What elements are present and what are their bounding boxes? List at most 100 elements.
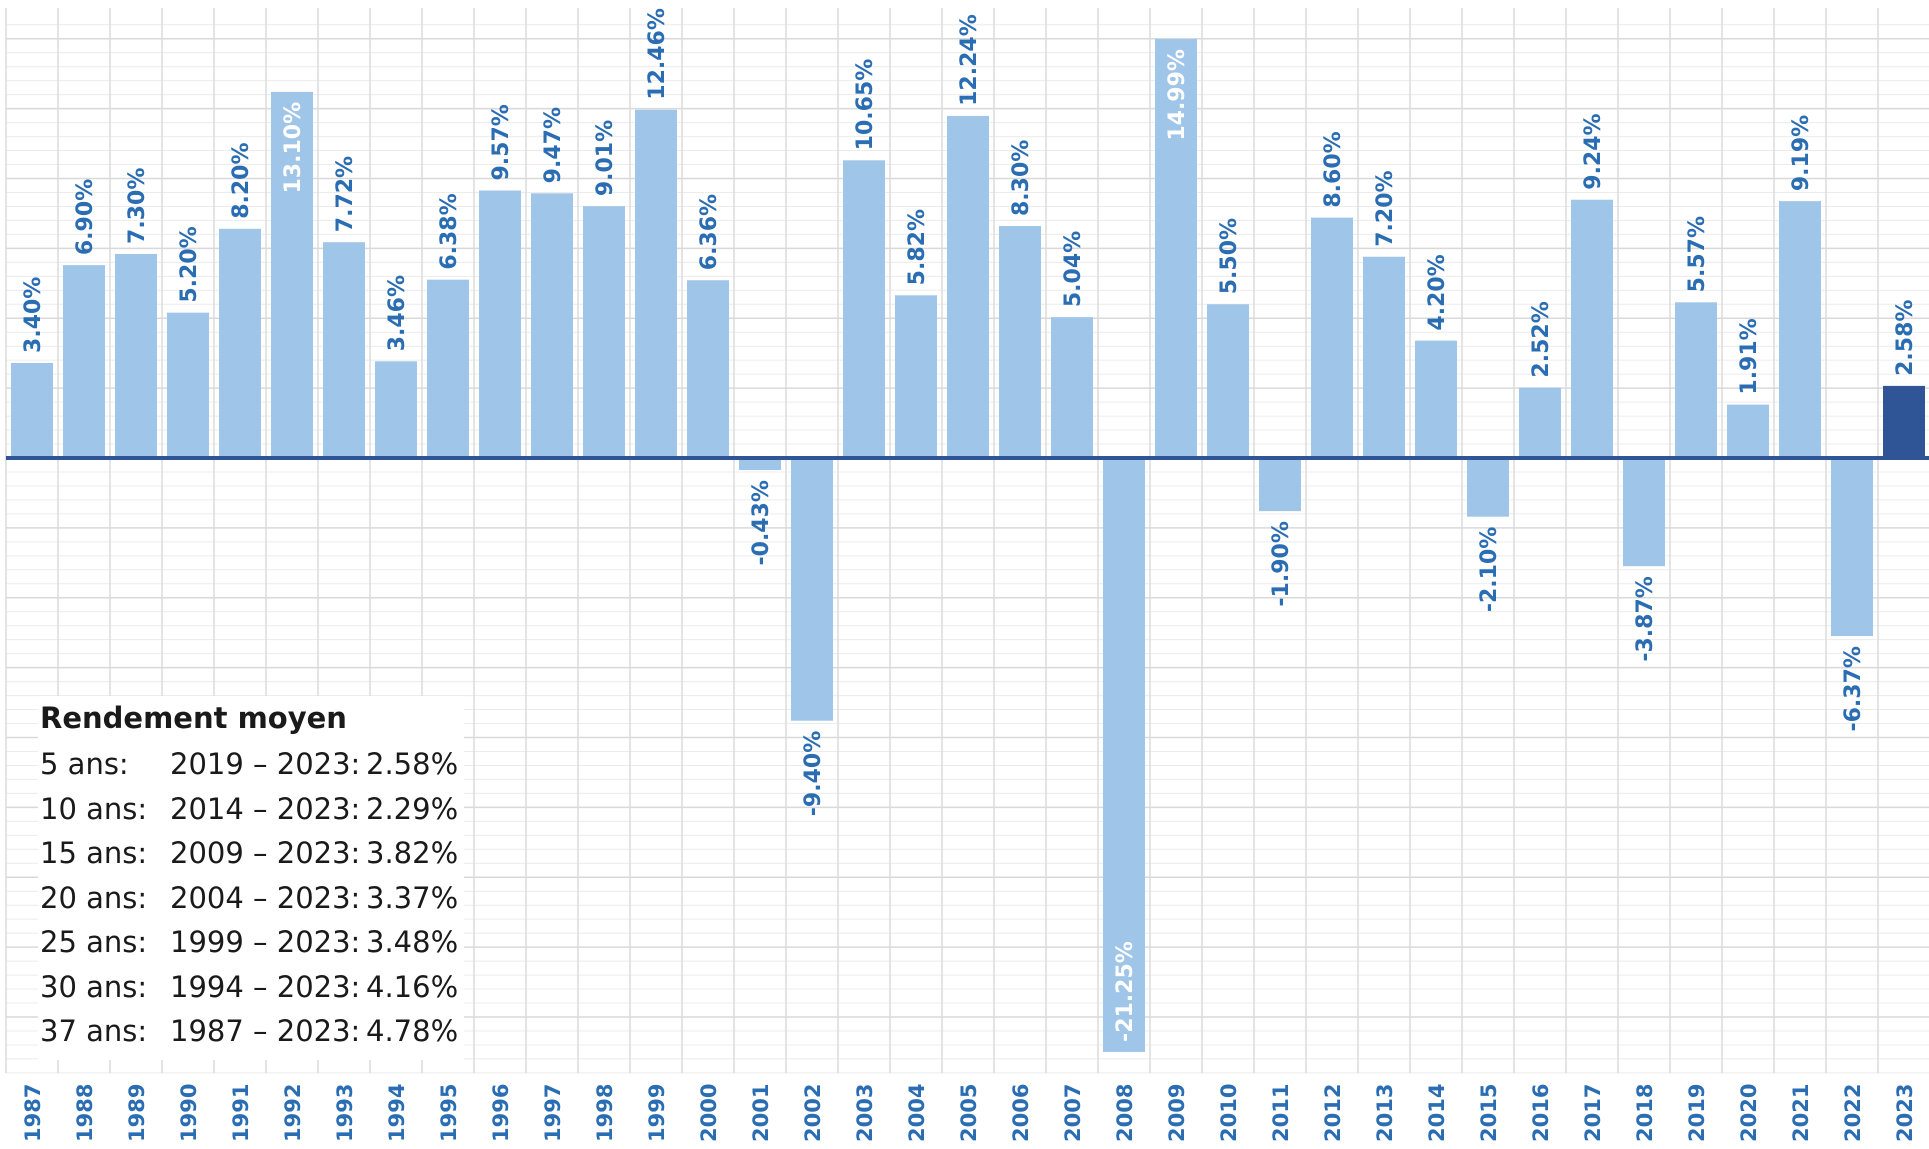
year-label-2010: 2010: [1217, 1084, 1241, 1142]
year-label-2014: 2014: [1425, 1084, 1449, 1142]
bar-2017: [1571, 199, 1613, 458]
bar-2002: [791, 458, 833, 721]
bar-1997: [531, 193, 573, 458]
year-label-2019: 2019: [1685, 1084, 1709, 1142]
bar-1987: [11, 362, 53, 458]
bar-1998: [583, 206, 625, 458]
bar-1992: [271, 91, 313, 458]
year-label-2015: 2015: [1477, 1084, 1501, 1142]
data-label-2003: 10.65%: [853, 59, 878, 151]
bars: [11, 39, 1925, 1052]
year-label-1987: 1987: [21, 1084, 45, 1142]
average-return-row: 37 ans: 1987 – 2023: 4.78%: [40, 1009, 458, 1054]
year-label-2005: 2005: [957, 1084, 981, 1142]
period-range: 1994 – 2023:: [170, 969, 361, 1004]
bar-2004: [895, 295, 937, 458]
year-label-1989: 1989: [125, 1084, 149, 1142]
bar-2006: [999, 226, 1041, 458]
period-value: 2.29%: [366, 791, 459, 826]
bar-1993: [323, 242, 365, 458]
period-range: 1987 – 2023:: [170, 1014, 361, 1048]
average-return-row: 15 ans: 2009 – 2023: 3.82%: [40, 831, 458, 876]
period-value: 2.58%: [366, 747, 459, 781]
year-label-2004: 2004: [905, 1084, 929, 1142]
period-value: 4.78%: [366, 1014, 459, 1048]
year-label-2001: 2001: [749, 1084, 773, 1142]
year-label-2021: 2021: [1789, 1084, 1813, 1142]
period-range: 2014 – 2023:: [170, 791, 361, 826]
year-label-1991: 1991: [229, 1084, 253, 1142]
bar-1991: [219, 228, 261, 458]
data-label-1991: 8.20%: [229, 142, 254, 218]
data-label-1995: 6.38%: [437, 193, 462, 269]
data-label-2020: 1.91%: [1737, 318, 1762, 394]
average-return-row: 10 ans: 2014 – 2023: 2.29%: [40, 787, 458, 832]
period-label: 30 ans:: [40, 969, 148, 1004]
year-label-2009: 2009: [1165, 1084, 1189, 1142]
data-label-1993: 7.72%: [333, 156, 358, 232]
year-label-1992: 1992: [281, 1084, 305, 1142]
data-label-1999: 12.46%: [645, 8, 670, 100]
year-label-1995: 1995: [437, 1084, 461, 1142]
data-label-2010: 5.50%: [1217, 218, 1242, 294]
bar-2013: [1363, 256, 1405, 458]
bar-1996: [479, 190, 521, 458]
year-label-1999: 1999: [645, 1084, 669, 1142]
year-label-2020: 2020: [1737, 1084, 1761, 1142]
year-label-1994: 1994: [385, 1084, 409, 1142]
data-label-2005: 12.24%: [957, 14, 982, 106]
bar-2018: [1623, 458, 1665, 567]
bar-2005: [947, 115, 989, 458]
bar-2007: [1051, 317, 1093, 458]
year-label-2022: 2022: [1841, 1084, 1865, 1142]
year-label-2016: 2016: [1529, 1084, 1553, 1142]
data-label-2023: 2.58%: [1893, 300, 1918, 376]
year-label-2013: 2013: [1373, 1084, 1397, 1142]
bar-2003: [843, 160, 885, 458]
data-label-2014: 4.20%: [1425, 254, 1450, 330]
data-label-2017: 9.24%: [1581, 113, 1606, 189]
data-label-2022: -6.37%: [1841, 646, 1866, 731]
bar-2000: [687, 280, 729, 458]
bar-2015: [1467, 458, 1509, 517]
bar-2022: [1831, 458, 1873, 637]
bar-2016: [1519, 387, 1561, 458]
bar-1995: [427, 279, 469, 458]
year-label-2023: 2023: [1893, 1084, 1917, 1142]
bar-1999: [635, 109, 677, 459]
bar-2020: [1727, 404, 1769, 458]
bar-2012: [1311, 217, 1353, 458]
year-label-2006: 2006: [1009, 1084, 1033, 1142]
data-label-2015: -2.10%: [1477, 527, 1502, 612]
data-label-2021: 9.19%: [1789, 115, 1814, 191]
bar-2011: [1259, 458, 1301, 512]
bar-2019: [1675, 302, 1717, 458]
period-label: 15 ans:: [40, 836, 148, 870]
data-label-2019: 5.57%: [1685, 216, 1710, 292]
year-label-2007: 2007: [1061, 1084, 1085, 1142]
bar-2010: [1207, 304, 1249, 458]
bar-2009: [1155, 39, 1197, 458]
data-labels: 3.40% 6.90% 7.30% 5.20% 8.20% 13.10% 7.72% 3.46…: [21, 8, 1918, 1042]
average-return-row: 30 ans: 1994 – 2023: 4.16%: [40, 965, 458, 1010]
year-label-1988: 1988: [73, 1084, 97, 1142]
data-label-1987: 3.40%: [21, 277, 46, 353]
year-label-1993: 1993: [333, 1084, 357, 1142]
x-axis-labels: 1987 1988 1989 1990 1991 1992 1993 1994 1995 1996…: [21, 1084, 1917, 1142]
year-label-2008: 2008: [1113, 1084, 1137, 1142]
period-value: 3.48%: [366, 925, 459, 959]
bar-2008: [1103, 458, 1145, 1052]
year-label-2018: 2018: [1633, 1084, 1657, 1142]
data-label-1996: 9.57%: [489, 104, 514, 180]
average-return-row: 20 ans: 2004 – 2023: 3.37%: [40, 876, 458, 921]
year-label-2003: 2003: [853, 1084, 877, 1142]
data-label-1994: 3.46%: [385, 275, 410, 351]
period-label: 10 ans:: [40, 791, 148, 826]
period-value: 3.37%: [366, 880, 459, 915]
period-label: 37 ans:: [40, 1014, 148, 1048]
period-label: 5 ans:: [40, 747, 129, 781]
data-label-2011: -1.90%: [1269, 521, 1294, 606]
period-range: 2004 – 2023:: [170, 880, 361, 915]
year-label-2002: 2002: [801, 1084, 825, 1142]
